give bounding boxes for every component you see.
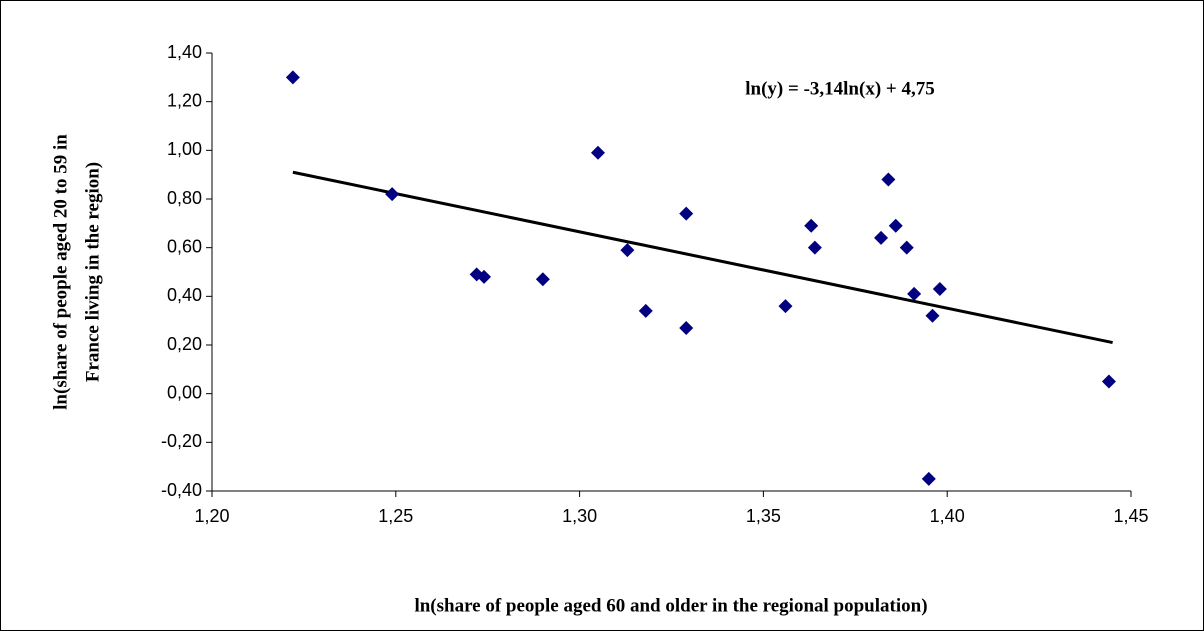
data-point xyxy=(925,308,940,323)
y-tick-label: 0,60 xyxy=(167,236,202,256)
y-axis-title-line: ln(share of people aged 20 to 59 in xyxy=(50,134,71,410)
data-point xyxy=(899,240,914,255)
y-tick-label: 0,00 xyxy=(167,382,202,402)
data-point xyxy=(807,240,822,255)
y-tick-label: -0,40 xyxy=(161,480,202,500)
data-point xyxy=(679,206,694,221)
data-point xyxy=(590,145,605,160)
y-tick-label: 0,80 xyxy=(167,188,202,208)
data-point xyxy=(778,299,793,314)
x-tick-label: 1,40 xyxy=(930,506,965,526)
data-point xyxy=(535,272,550,287)
x-tick-label: 1,35 xyxy=(746,506,781,526)
data-point xyxy=(285,70,300,85)
y-tick-label: 0,40 xyxy=(167,285,202,305)
x-tick-label: 1,25 xyxy=(378,506,413,526)
data-point xyxy=(881,172,896,187)
x-tick-label: 1,45 xyxy=(1113,506,1148,526)
data-point xyxy=(804,218,819,233)
y-tick-label: 1,20 xyxy=(167,90,202,110)
y-tick-label: 0,20 xyxy=(167,334,202,354)
data-point xyxy=(477,269,492,284)
x-tick-label: 1,30 xyxy=(562,506,597,526)
y-axis-title-line: France living in the region) xyxy=(82,162,103,382)
y-tick-label: 1,00 xyxy=(167,139,202,159)
data-point xyxy=(907,286,922,301)
trend-line xyxy=(292,170,1113,345)
data-point xyxy=(638,303,653,318)
data-point xyxy=(888,218,903,233)
y-tick-label: 1,40 xyxy=(167,42,202,62)
data-point xyxy=(921,471,936,486)
data-point xyxy=(620,243,635,258)
y-tick-label: -0,20 xyxy=(161,431,202,451)
x-tick-label: 1,20 xyxy=(194,506,229,526)
x-axis-title: ln(share of people aged 60 and older in … xyxy=(414,595,927,616)
data-point xyxy=(385,187,400,202)
equation: ln(y) = -3,14ln(x) + 4,75 xyxy=(745,78,934,99)
data-point xyxy=(679,320,694,335)
data-point xyxy=(874,230,889,245)
data-point xyxy=(1101,374,1116,389)
y-axis-title: ln(share of people aged 20 to 59 in Fran… xyxy=(50,134,103,410)
data-point xyxy=(932,282,947,297)
